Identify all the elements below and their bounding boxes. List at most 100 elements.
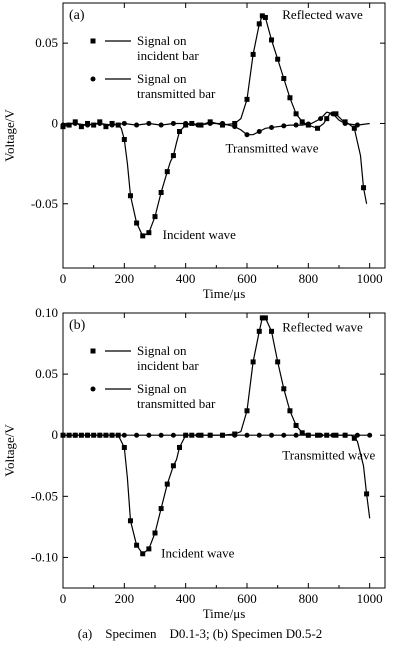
legend-marker	[90, 386, 96, 392]
data-point	[256, 328, 262, 334]
series-incident-bar	[60, 13, 368, 239]
data-point	[351, 125, 357, 131]
legend-label: Signal on	[137, 381, 187, 396]
data-point	[146, 230, 152, 236]
data-point	[115, 122, 121, 128]
data-point	[146, 432, 152, 438]
data-point	[134, 542, 140, 548]
data-point	[91, 122, 97, 128]
data-point	[318, 116, 324, 122]
data-point	[281, 386, 287, 392]
data-point	[281, 432, 287, 438]
data-point	[299, 430, 305, 436]
data-point	[367, 432, 373, 438]
data-point	[140, 233, 146, 239]
data-point	[354, 122, 360, 128]
data-point	[250, 51, 256, 57]
data-point	[158, 190, 164, 196]
data-point	[269, 328, 275, 334]
data-point	[244, 432, 250, 438]
annotation: Transmitted wave	[282, 448, 375, 463]
y-axis-label: Voltage/V	[2, 109, 17, 162]
y-tick-label: 0.05	[35, 366, 58, 381]
data-point	[244, 408, 250, 414]
x-tick-label: 800	[299, 591, 319, 606]
legend-label: incident bar	[137, 358, 199, 373]
data-point	[170, 153, 176, 159]
data-point	[134, 432, 140, 438]
legend-marker	[90, 38, 96, 44]
figure-caption: (a) Specimen D0.1-3; (b) Specimen D0.5-2	[77, 626, 323, 641]
data-point	[164, 481, 170, 487]
data-point	[60, 432, 66, 438]
data-point	[330, 432, 336, 438]
data-point	[60, 122, 66, 128]
x-tick-label: 1000	[357, 591, 383, 606]
data-point	[109, 122, 115, 128]
data-point	[299, 119, 305, 125]
x-axis-label: Time/μs	[203, 606, 246, 621]
legend-label: Signal on	[137, 33, 187, 48]
data-point	[121, 120, 127, 126]
data-point	[305, 432, 311, 438]
y-tick-label: -0.10	[31, 549, 58, 564]
legend-label: transmitted bar	[137, 396, 216, 411]
data-point	[256, 21, 262, 27]
data-point	[275, 56, 281, 62]
legend-marker	[90, 348, 96, 354]
legend-label: Signal on	[137, 343, 187, 358]
data-point	[269, 124, 275, 130]
annotation: Reflected wave	[282, 319, 363, 334]
data-point	[127, 518, 133, 524]
legend-label: transmitted bar	[137, 86, 216, 101]
legend-marker	[90, 76, 96, 82]
data-point	[324, 116, 330, 122]
y-axis-label: Voltage/V	[2, 424, 17, 477]
data-point	[66, 122, 72, 128]
annotation: Incident wave	[163, 227, 237, 242]
data-point	[109, 432, 115, 438]
data-point	[361, 185, 367, 191]
data-point	[351, 435, 357, 441]
plot-frame	[62, 312, 386, 589]
data-point	[330, 111, 336, 117]
x-tick-label: 0	[60, 271, 67, 286]
data-point	[170, 120, 176, 126]
data-point	[342, 120, 348, 126]
data-point	[281, 123, 287, 129]
data-point	[269, 37, 275, 43]
data-point	[164, 169, 170, 175]
data-point	[250, 359, 256, 365]
series-transmitted-bar	[60, 432, 373, 438]
data-point	[244, 132, 250, 138]
data-point	[318, 432, 324, 438]
y-tick-label: 0	[52, 427, 59, 442]
data-point	[78, 124, 84, 130]
series-transmitted-bar	[60, 111, 370, 138]
data-point	[262, 14, 268, 20]
data-point	[158, 506, 164, 512]
data-point	[342, 432, 348, 438]
annotation: Transmitted wave	[226, 140, 319, 155]
data-point	[103, 124, 109, 130]
data-point	[269, 432, 275, 438]
data-point	[281, 75, 287, 81]
data-point	[232, 120, 238, 126]
data-point	[293, 122, 299, 128]
data-point	[72, 432, 78, 438]
x-axis-label: Time/μs	[203, 286, 246, 301]
panel-label: (b)	[69, 318, 86, 333]
data-point	[232, 432, 238, 438]
data-point	[152, 530, 158, 536]
data-point	[275, 359, 281, 365]
data-point	[207, 432, 213, 438]
data-point	[262, 315, 268, 321]
data-point	[183, 120, 189, 126]
data-point	[293, 422, 299, 428]
y-tick-label: 0	[52, 115, 59, 130]
data-point	[354, 432, 360, 438]
data-point	[232, 124, 238, 130]
data-point	[244, 96, 250, 102]
data-point	[207, 120, 213, 126]
